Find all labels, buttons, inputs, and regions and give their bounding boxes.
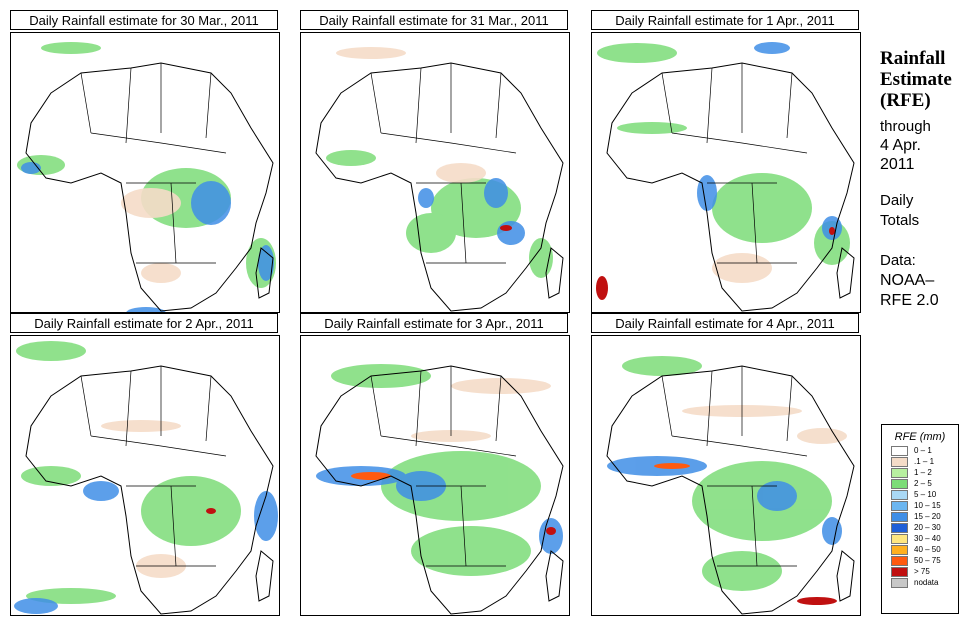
data-line3: RFE 2.0 xyxy=(880,292,939,309)
legend-swatch xyxy=(891,446,908,456)
legend-label: nodata xyxy=(914,578,939,587)
africa-map-svg xyxy=(14,341,278,615)
through-date-line2: 2011 xyxy=(880,156,915,173)
africa-map-svg xyxy=(315,47,564,312)
legend-label: 10 – 15 xyxy=(914,501,941,510)
legend-item: 30 – 40 xyxy=(891,533,958,544)
daily-line1: Daily xyxy=(880,192,914,209)
legend-item: 2 – 5 xyxy=(891,478,958,489)
side-title: Rainfall Estimate (RFE) xyxy=(880,48,965,111)
map-panel-1-apr: Daily Rainfall estimate for 1 Apr., 2011 xyxy=(591,10,861,313)
panel-title: Daily Rainfall estimate for 4 Apr., 2011 xyxy=(591,313,859,333)
legend-swatch xyxy=(891,567,908,577)
legend-label: 5 – 10 xyxy=(914,490,937,499)
legend-item: 15 – 20 xyxy=(891,511,958,522)
legend-item: 1 – 2 xyxy=(891,467,958,478)
data-line2: NOAA– xyxy=(880,272,935,289)
through-label: through xyxy=(880,118,931,135)
map-panel-31-mar: Daily Rainfall estimate for 31 Mar., 201… xyxy=(300,10,570,313)
legend-item: .1 – 1 xyxy=(891,456,958,467)
legend-swatch xyxy=(891,501,908,511)
legend-swatch xyxy=(891,490,908,500)
legend-label: .1 – 1 xyxy=(914,457,935,466)
legend-swatch xyxy=(891,479,908,489)
rainfall-map xyxy=(10,32,280,313)
legend-rows: 0 – 1 .1 – 1 1 – 2 2 – 5 5 – 10 10 – 15 15 – 2… xyxy=(882,445,958,588)
legend-item: 20 – 30 xyxy=(891,522,958,533)
map-panel-2-apr: Daily Rainfall estimate for 2 Apr., 2011 xyxy=(10,313,280,616)
side-title-line3: (RFE) xyxy=(880,90,931,111)
rfe-legend: RFE (mm) 0 – 1 .1 – 1 1 – 2 2 – 5 5 – 10 10 –… xyxy=(881,424,959,614)
legend-label: > 75 xyxy=(914,567,930,576)
legend-swatch xyxy=(891,523,908,533)
rainfall-map xyxy=(300,335,570,616)
map-panel-30-mar: Daily Rainfall estimate for 30 Mar., 201… xyxy=(10,10,280,313)
map-panel-4-apr: Daily Rainfall estimate for 4 Apr., 2011 xyxy=(591,313,861,616)
legend-label: 2 – 5 xyxy=(914,479,932,488)
africa-map-svg xyxy=(596,42,855,312)
legend-label: 50 – 75 xyxy=(914,556,941,565)
legend-swatch xyxy=(891,468,908,478)
legend-label: 0 – 1 xyxy=(914,446,932,455)
legend-item: 0 – 1 xyxy=(891,445,958,456)
panel-title: Daily Rainfall estimate for 1 Apr., 2011 xyxy=(591,10,859,30)
africa-map-svg xyxy=(315,364,564,615)
rainfall-map xyxy=(300,32,570,313)
legend-swatch xyxy=(891,578,908,588)
rainfall-map xyxy=(591,32,861,313)
panel-title: Daily Rainfall estimate for 30 Mar., 201… xyxy=(10,10,278,30)
legend-item: 5 – 10 xyxy=(891,489,958,500)
legend-swatch xyxy=(891,534,908,544)
legend-label: 30 – 40 xyxy=(914,534,941,543)
legend-item: > 75 xyxy=(891,566,958,577)
legend-label: 20 – 30 xyxy=(914,523,941,532)
panel-title: Daily Rainfall estimate for 31 Mar., 201… xyxy=(300,10,568,30)
legend-item: 10 – 15 xyxy=(891,500,958,511)
africa-map-svg xyxy=(606,356,855,615)
legend-label: 1 – 2 xyxy=(914,468,932,477)
panel-title: Daily Rainfall estimate for 2 Apr., 2011 xyxy=(10,313,278,333)
map-panel-3-apr: Daily Rainfall estimate for 3 Apr., 2011 xyxy=(300,313,570,616)
legend-swatch xyxy=(891,545,908,555)
daily-line2: Totals xyxy=(880,212,920,229)
legend-swatch xyxy=(891,556,908,566)
legend-label: 40 – 50 xyxy=(914,545,941,554)
legend-item: 50 – 75 xyxy=(891,555,958,566)
data-line1: Data: xyxy=(880,252,916,269)
legend-title: RFE (mm) xyxy=(894,431,946,443)
rainfall-map xyxy=(591,335,861,616)
side-title-line1: Rainfall xyxy=(880,48,946,69)
legend-label: 15 – 20 xyxy=(914,512,941,521)
through-date-line1: 4 Apr. xyxy=(880,137,921,154)
legend-swatch xyxy=(891,457,908,467)
legend-swatch xyxy=(891,512,908,522)
panel-title: Daily Rainfall estimate for 3 Apr., 2011 xyxy=(300,313,568,333)
africa-map-svg xyxy=(17,42,276,312)
side-title-line2: Estimate xyxy=(880,69,952,90)
legend-item: 40 – 50 xyxy=(891,544,958,555)
rainfall-map xyxy=(10,335,280,616)
legend-item: nodata xyxy=(891,577,958,588)
